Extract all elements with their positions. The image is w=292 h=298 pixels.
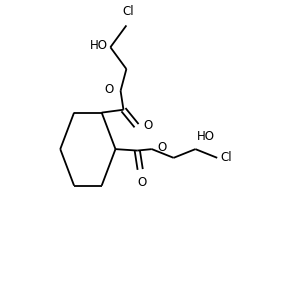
Text: O: O — [137, 176, 146, 189]
Text: O: O — [144, 119, 153, 132]
Text: O: O — [104, 83, 113, 96]
Text: O: O — [157, 141, 166, 154]
Text: HO: HO — [197, 130, 215, 143]
Text: HO: HO — [89, 39, 107, 52]
Text: Cl: Cl — [221, 151, 232, 164]
Text: Cl: Cl — [122, 5, 134, 18]
